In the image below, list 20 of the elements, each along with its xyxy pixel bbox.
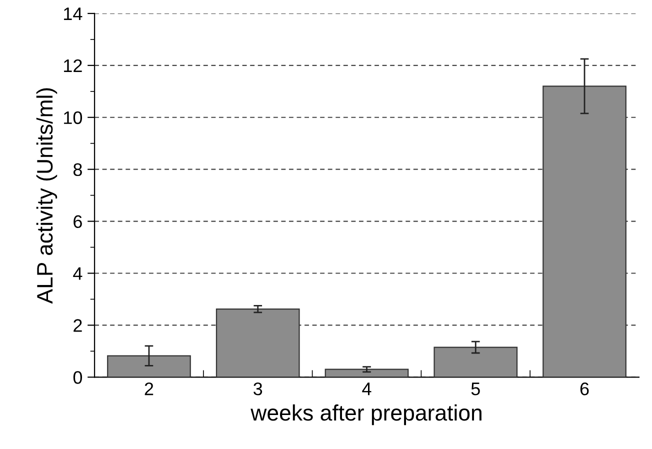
y-tick-label: 8 — [73, 163, 82, 176]
y-tick-label: 4 — [73, 267, 82, 280]
x-tick-label: 4 — [362, 382, 372, 396]
x-axis-title: weeks after preparation — [250, 404, 482, 426]
y-tick-label: 12 — [64, 59, 82, 72]
y-tick-label: 10 — [64, 111, 82, 124]
y-axis-title: ALP activity (Units/ml) — [36, 88, 58, 304]
y-tick-label: 14 — [64, 8, 82, 20]
bar — [434, 346, 518, 378]
x-tick-label: 2 — [144, 382, 154, 396]
x-tick-label: 6 — [580, 382, 589, 396]
y-tick-label: 0 — [73, 371, 82, 384]
bar — [324, 368, 409, 378]
bar — [216, 308, 300, 378]
bar — [542, 86, 626, 378]
x-tick-label: 5 — [471, 382, 480, 396]
y-tick-label: 2 — [74, 319, 82, 332]
y-tick-label: 6 — [74, 215, 82, 228]
bar — [107, 355, 191, 378]
x-tick-label: 3 — [254, 382, 262, 396]
